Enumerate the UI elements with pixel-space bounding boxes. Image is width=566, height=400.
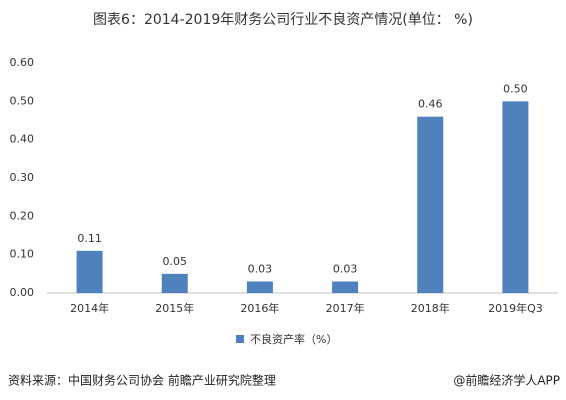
chart-title: 图表6：2014-2019年财务公司行业不良资产情况(单位： %) bbox=[93, 12, 473, 28]
y-tick-label: 0.10 bbox=[10, 248, 35, 261]
bar bbox=[246, 281, 273, 293]
y-tick-label: 0.40 bbox=[10, 133, 35, 146]
data-label: 0.46 bbox=[418, 98, 443, 111]
data-label: 0.03 bbox=[248, 263, 273, 276]
y-tick-label: 0.50 bbox=[10, 94, 35, 107]
x-tick-label: 2015年 bbox=[155, 301, 194, 315]
y-tick-label: 0.00 bbox=[10, 286, 35, 299]
source-note: 资料来源：中国财务公司协会 前瞻产业研究院整理 bbox=[8, 373, 276, 388]
bar bbox=[417, 116, 444, 294]
y-tick-label: 0.60 bbox=[10, 56, 35, 69]
data-label: 0.05 bbox=[163, 255, 188, 268]
bar bbox=[332, 281, 359, 293]
bar bbox=[502, 101, 529, 293]
x-tick-label: 2014年 bbox=[70, 301, 109, 315]
y-tick-label: 0.30 bbox=[10, 171, 35, 184]
data-label: 0.50 bbox=[503, 82, 528, 95]
legend-label: 不良资产率（%） bbox=[250, 332, 337, 346]
legend-swatch bbox=[236, 335, 244, 343]
data-label: 0.11 bbox=[77, 232, 102, 245]
bar bbox=[76, 250, 103, 293]
data-label: 0.03 bbox=[333, 263, 358, 276]
x-tick-label: 2019年Q3 bbox=[488, 301, 543, 315]
bar bbox=[161, 273, 188, 293]
brand-note: @前瞻经济学人APP bbox=[453, 373, 560, 388]
x-tick-label: 2016年 bbox=[240, 301, 279, 315]
y-tick-label: 0.20 bbox=[10, 209, 35, 222]
x-tick-label: 2018年 bbox=[411, 301, 450, 315]
x-tick-label: 2017年 bbox=[326, 301, 365, 315]
